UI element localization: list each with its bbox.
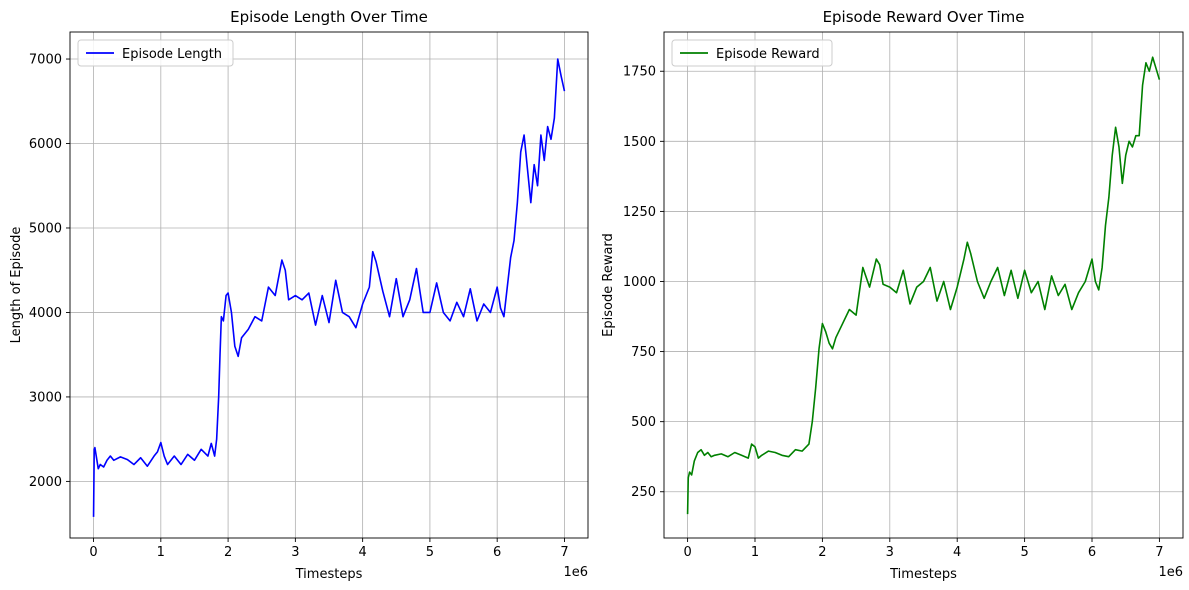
y-axis-label: Episode Reward <box>601 233 616 337</box>
x-tick-label: 7 <box>1155 545 1163 560</box>
x-tick-label: 5 <box>1020 545 1028 560</box>
x-tick-label: 2 <box>818 545 826 560</box>
legend: Episode Length <box>77 39 234 67</box>
legend-box <box>671 39 833 67</box>
x-offset-text: 1e6 <box>563 565 588 580</box>
x-offset-text: 1e6 <box>1158 565 1183 580</box>
legend-label: Episode Length <box>122 47 222 62</box>
episode-reward-panel: 0 1 2 3 4 5 6 7 250 500 750 1000 1250 1500 1750 1e6 Time… <box>601 8 1184 582</box>
plot-area <box>70 32 588 538</box>
legend-box <box>77 39 234 67</box>
x-tick-label: 3 <box>291 545 299 560</box>
x-axis-label: Timesteps <box>295 567 363 582</box>
x-tick-label: 5 <box>426 545 434 560</box>
x-tick-label: 1 <box>751 545 759 560</box>
y-axis-label: Length of Episode <box>9 227 24 344</box>
axes-frame <box>69 31 589 539</box>
y-tick-label: 500 <box>631 415 656 430</box>
y-tick-label: 250 <box>631 485 656 500</box>
y-tick-label: 4000 <box>29 306 62 321</box>
y-tick-label: 2000 <box>29 475 62 490</box>
y-tick-label: 7000 <box>29 53 62 68</box>
y-tick-label: 1750 <box>623 65 656 80</box>
y-tick-label: 1250 <box>623 205 656 220</box>
x-tick-label: 3 <box>886 545 894 560</box>
axes-frame <box>663 31 1184 539</box>
legend-label: Episode Reward <box>716 47 820 62</box>
x-tick-label: 0 <box>89 545 97 560</box>
x-tick-label: 4 <box>358 545 366 560</box>
x-tick-label: 6 <box>493 545 501 560</box>
y-tick-label: 6000 <box>29 137 62 152</box>
plot-area <box>664 32 1183 538</box>
x-tick-label: 4 <box>953 545 961 560</box>
y-tick-label: 5000 <box>29 221 62 236</box>
legend: Episode Reward <box>671 39 833 67</box>
x-axis-label: Timesteps <box>889 567 957 582</box>
series-line-0 <box>92 58 566 517</box>
y-tick-label: 750 <box>631 345 656 360</box>
episode-length-panel: 0 1 2 3 4 5 6 7 2000 3000 4000 5000 6000 7000 1e6 Times… <box>9 8 589 582</box>
x-tick-label: 2 <box>224 545 232 560</box>
y-tick-label: 1500 <box>623 135 656 150</box>
chart-title: Episode Length Over Time <box>230 8 428 26</box>
series-line-0 <box>686 56 1161 515</box>
y-tick-label: 1000 <box>623 275 656 290</box>
x-tick-label: 0 <box>683 545 691 560</box>
y-tick-label: 3000 <box>29 390 62 405</box>
x-tick-label: 1 <box>157 545 165 560</box>
x-tick-label: 6 <box>1088 545 1096 560</box>
x-tick-label: 7 <box>560 545 568 560</box>
chart-title: Episode Reward Over Time <box>823 8 1025 26</box>
